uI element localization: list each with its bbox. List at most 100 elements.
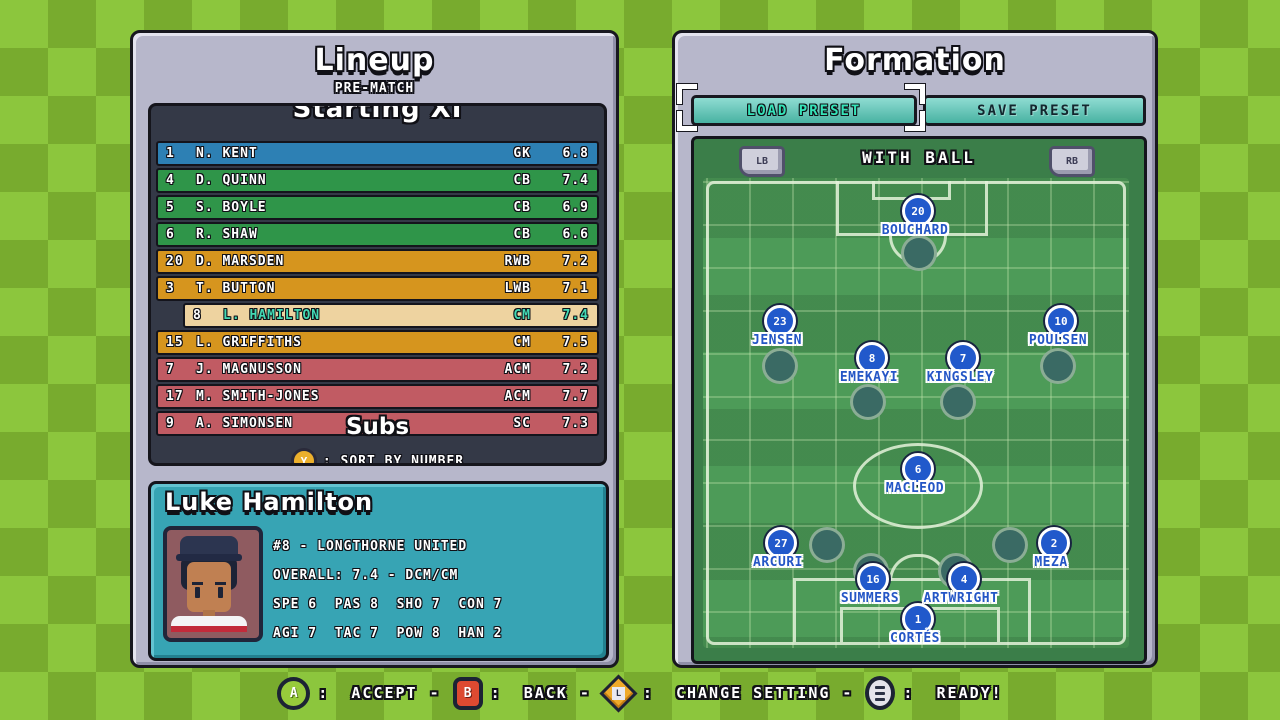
ghost-position-marker <box>940 384 976 420</box>
formation-player-6[interactable]: 6 <box>902 453 934 485</box>
player-pname: D. MARSDEN <box>196 254 285 269</box>
rb-button-icon[interactable]: RB <box>1049 146 1095 177</box>
formation-player-23[interactable]: 23 <box>764 305 796 337</box>
save-preset-button[interactable]: SAVE PRESET <box>923 95 1146 126</box>
lb-button-icon[interactable]: LB <box>739 146 785 177</box>
card-line-club: #8 - LONGTHORNE UNITED <box>273 539 468 554</box>
formation-player-8[interactable]: 8 <box>856 342 888 374</box>
player-card-name: Luke Hamilton <box>165 488 374 516</box>
player-row-5[interactable]: 5 S. BOYLE CB 6.9 <box>156 195 599 220</box>
formation-player-4[interactable]: 4 <box>948 563 980 595</box>
hint-label: : ACCEPT <box>318 684 418 702</box>
player-num: 7 <box>166 362 175 377</box>
load-preset-button[interactable]: LOAD PRESET <box>691 95 917 126</box>
starting-xi-panel: Starting XI 1 N. KENT GK 6.8 4 D. QUINN CB 7.4 5… <box>148 103 607 466</box>
player-row-4[interactable]: 4 D. QUINN CB 7.4 <box>156 168 599 193</box>
player-prat: 7.5 <box>562 335 589 350</box>
player-prat: 7.2 <box>562 362 589 377</box>
formation-player-name: POULSEN <box>1028 333 1088 348</box>
ghost-position-marker <box>1040 348 1076 384</box>
player-prat: 6.9 <box>562 200 589 215</box>
formation-player-name: ARTWRIGHT <box>923 591 999 606</box>
portrait-eye <box>195 587 200 598</box>
center-circle <box>853 443 983 529</box>
player-ppos: CM <box>513 335 531 350</box>
player-row-1[interactable]: 1 N. KENT GK 6.8 <box>156 141 599 166</box>
penalty-box-top <box>836 181 988 236</box>
player-prat: 6.8 <box>562 146 589 161</box>
formation-player-name: ARCURI <box>753 555 803 570</box>
card-line-overall: OVERALL: 7.4 - DCM/CM <box>273 568 459 583</box>
player-pname: N. KENT <box>196 146 258 161</box>
player-ppos: ACM <box>504 362 531 377</box>
player-pname: D. QUINN <box>196 173 267 188</box>
formation-player-7[interactable]: 7 <box>947 342 979 374</box>
a-button-icon: A <box>277 676 311 710</box>
player-row-20[interactable]: 20 D. MARSDEN RWB 7.2 <box>156 249 599 274</box>
player-pname: R. SHAW <box>196 227 258 242</box>
formation-player-1[interactable]: 1 <box>902 603 934 635</box>
player-card: Luke Hamilton #8 - LONGTHORNE UNITED OVER… <box>148 481 609 661</box>
player-row-17[interactable]: 17 M. SMITH-JONES ACM 7.7 <box>156 384 599 409</box>
ghost-position-marker <box>901 235 937 271</box>
player-row-6[interactable]: 6 R. SHAW CB 6.6 <box>156 222 599 247</box>
hint-b[interactable]: B: BACK <box>452 676 568 710</box>
hint-menu[interactable]: : READY! <box>865 676 1002 710</box>
player-row-15[interactable]: 15 L. GRIFFITHS CM 7.5 <box>156 330 599 355</box>
card-line-stats-1: SPE 6 PAS 8 SHO 7 CON 7 <box>273 597 503 612</box>
portrait-shirt-stripe <box>171 626 247 632</box>
formation-player-name: MACLEOD <box>885 481 945 496</box>
formation-player-name: SUMMERS <box>840 591 900 606</box>
portrait-cap-brim <box>176 554 242 561</box>
player-num: 6 <box>166 227 175 242</box>
player-ppos: GK <box>513 146 531 161</box>
hint-dpad-l[interactable]: L: CHANGE SETTING <box>599 673 831 713</box>
hint-a[interactable]: A : ACCEPT <box>277 676 418 710</box>
player-pname: S. BOYLE <box>196 200 267 215</box>
button-hints: A: ACCEPT - B: BACK - L: CHANGE SETTING -: RE… <box>0 673 1280 713</box>
player-prat: 6.6 <box>562 227 589 242</box>
player-row-9[interactable]: 9 A. SIMONSEN SC 7.3 <box>156 411 599 436</box>
player-row-3[interactable]: 3 T. BUTTON LWB 7.1 <box>156 276 599 301</box>
player-row-7[interactable]: 7 J. MAGNUSSON ACM 7.2 <box>156 357 599 382</box>
hint-separator: - <box>429 684 441 702</box>
player-prat: 7.4 <box>562 173 589 188</box>
player-pname: L. GRIFFITHS <box>196 335 302 350</box>
player-prat: 7.7 <box>562 389 589 404</box>
ghost-position-marker <box>762 348 798 384</box>
penalty-box-bottom <box>793 578 1031 642</box>
b-button-icon: B <box>452 676 483 710</box>
player-portrait <box>163 526 263 642</box>
pitch-boundary <box>706 181 1126 645</box>
formation-player-27[interactable]: 27 <box>765 527 797 559</box>
formation-player-name: KINGSLEY <box>926 370 994 385</box>
formation-player-10[interactable]: 10 <box>1045 305 1077 337</box>
ghost-position-marker <box>809 527 845 563</box>
formation-player-name: CORTÉS <box>890 631 940 646</box>
menu-button-icon <box>865 676 896 710</box>
player-pname: L. HAMILTON <box>223 308 321 323</box>
dpad-l-button-icon: L <box>599 673 638 713</box>
starting-xi-rows: 1 N. KENT GK 6.8 4 D. QUINN CB 7.4 5 S. BOYLE CB 6.… <box>151 141 604 438</box>
y-button-icon: Y <box>290 448 317 463</box>
player-num: 4 <box>166 173 175 188</box>
formation-mode-label: WITH BALL <box>862 148 976 167</box>
player-num: 20 <box>166 254 184 269</box>
player-ppos: CB <box>513 200 531 215</box>
player-num: 5 <box>166 200 175 215</box>
formation-player-2[interactable]: 2 <box>1038 527 1070 559</box>
player-pname: M. SMITH-JONES <box>196 389 320 404</box>
formation-pitch: LB WITH BALL RB 20 BOUCHARD 23 JENSEN 10 POUL… <box>691 136 1147 664</box>
sort-hint[interactable]: Y : SORT BY NUMBER <box>151 448 604 463</box>
player-ppos: CM <box>513 308 531 323</box>
pitch-field: 20 BOUCHARD 23 JENSEN 10 POULSEN 8 EMEKAYI 7 KING… <box>703 178 1129 648</box>
player-row-8[interactable]: 8 L. HAMILTON CM 7.4 <box>183 303 599 328</box>
formation-title: Formation <box>824 43 1006 78</box>
formation-player-16[interactable]: 16 <box>857 563 889 595</box>
hint-label: : READY! <box>903 684 1003 702</box>
player-prat: 7.2 <box>562 254 589 269</box>
formation-player-name: BOUCHARD <box>881 223 949 238</box>
formation-player-20[interactable]: 20 <box>902 195 934 227</box>
player-ppos: ACM <box>504 389 531 404</box>
player-ppos: CB <box>513 227 531 242</box>
